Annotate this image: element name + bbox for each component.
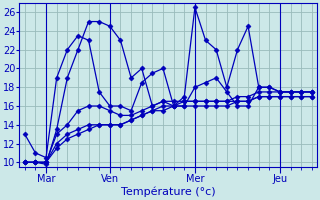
X-axis label: Température (°c): Température (°c) xyxy=(121,187,216,197)
